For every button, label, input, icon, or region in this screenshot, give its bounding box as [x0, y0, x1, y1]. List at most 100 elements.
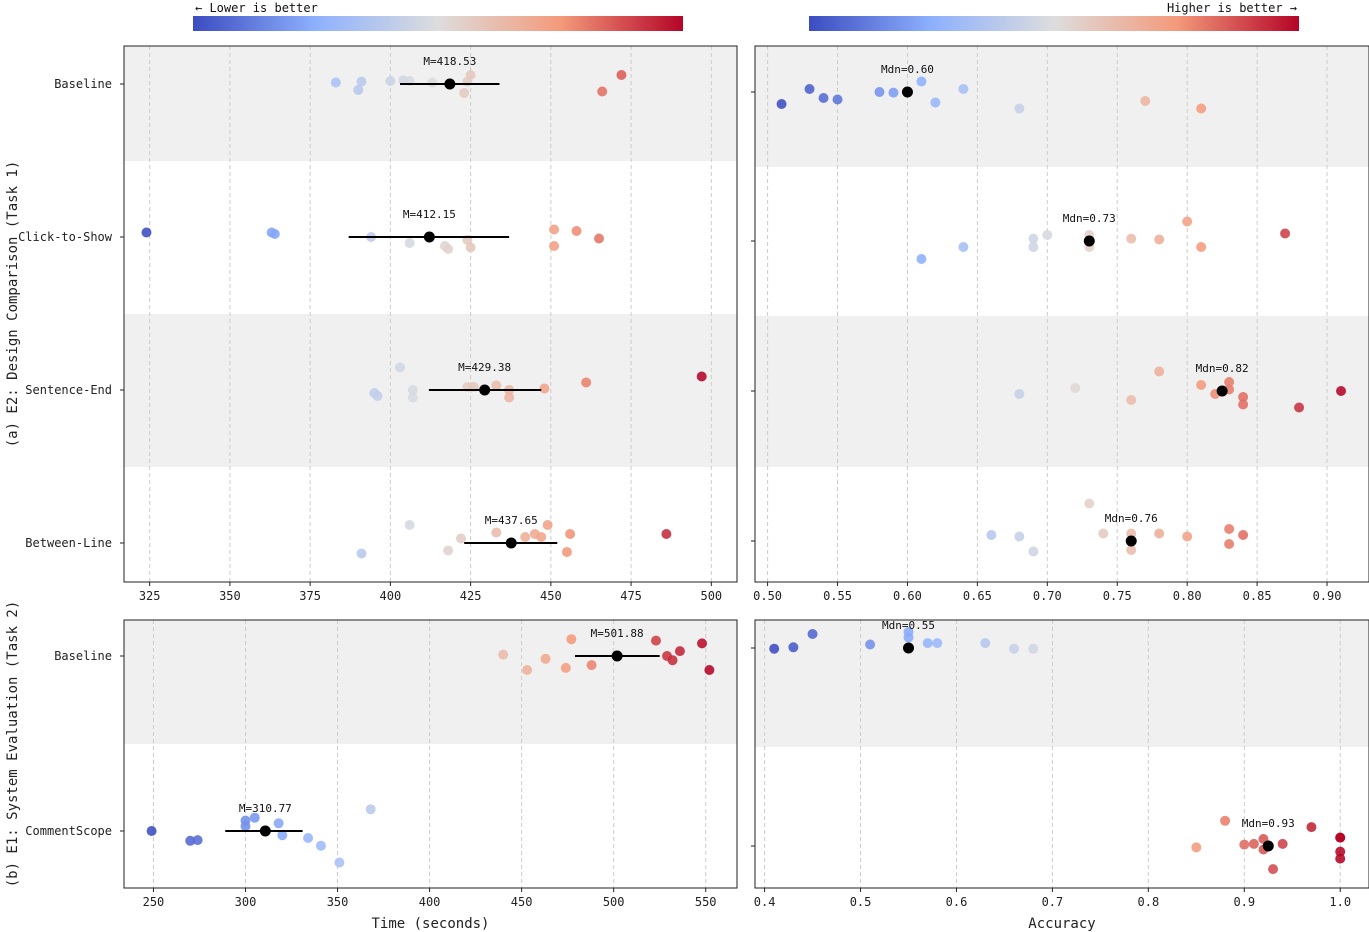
data-point: [1196, 242, 1207, 252]
data-point: [980, 638, 991, 649]
x-tick-label: 500: [603, 895, 625, 909]
data-point: [404, 238, 415, 248]
data-point: [581, 377, 592, 388]
x-tick-label: 0.60: [893, 589, 922, 603]
summary-marker: [1216, 385, 1228, 397]
data-point: [560, 662, 571, 673]
data-point: [1248, 838, 1259, 849]
data-point: [930, 97, 941, 108]
x-tick-label: 1.0: [1329, 895, 1351, 909]
summary-label: Mdn=0.93: [1242, 817, 1295, 830]
x-tick-label: 0.50: [753, 589, 782, 603]
data-point: [1335, 846, 1346, 857]
time-colorbar: [193, 16, 683, 31]
data-point: [1084, 498, 1095, 509]
data-point: [1294, 402, 1305, 413]
data-point: [520, 532, 531, 542]
summary-marker: [903, 642, 914, 654]
data-point: [769, 643, 780, 654]
data-point: [192, 835, 203, 846]
data-point: [986, 530, 997, 540]
data-point: [491, 527, 502, 538]
x-tick-label: 450: [511, 895, 533, 909]
data-point: [404, 520, 415, 530]
summary-label: M=418.53: [423, 55, 476, 68]
data-point: [1126, 545, 1137, 555]
x-tick-label: 0.5: [850, 895, 872, 909]
data-point: [1224, 539, 1235, 549]
data-point: [1014, 103, 1025, 114]
y-tick-label: Between-Line: [25, 536, 112, 550]
data-point: [1140, 96, 1151, 106]
data-point: [455, 533, 466, 544]
summary-marker: [444, 78, 456, 90]
data-point: [315, 840, 326, 851]
data-point: [498, 649, 509, 660]
data-point: [922, 638, 933, 649]
data-point: [372, 391, 383, 401]
data-point: [1028, 643, 1039, 654]
data-point: [549, 241, 560, 251]
data-point: [1154, 528, 1165, 539]
data-point: [874, 87, 885, 97]
x-tick-label: 500: [700, 589, 722, 603]
summary-marker: [1262, 840, 1274, 852]
data-point: [1191, 842, 1202, 853]
section-label-top: (a) E2: Design Comparison (Task 1): [5, 161, 21, 448]
x-tick-label: 350: [327, 895, 349, 909]
data-point: [1182, 531, 1193, 542]
data-point: [522, 665, 533, 675]
data-point: [1335, 853, 1346, 864]
data-point: [273, 818, 284, 829]
data-point: [1009, 643, 1020, 654]
data-point: [804, 84, 815, 94]
summary-label: M=412.15: [403, 208, 456, 221]
y-tick-label: Click-to-Show: [18, 230, 113, 244]
data-point: [916, 254, 927, 264]
row-band: [755, 620, 1369, 747]
summary-marker: [479, 384, 491, 396]
data-point: [818, 93, 829, 103]
data-point: [1238, 530, 1249, 540]
data-point: [903, 626, 914, 637]
summary-marker: [611, 650, 623, 662]
axes-frame: [754, 619, 1369, 889]
data-point: [407, 392, 418, 403]
data-point: [597, 86, 608, 97]
data-point: [542, 520, 553, 530]
time-colorbar-note: ← Lower is better: [195, 1, 318, 15]
data-point: [704, 665, 715, 675]
data-point: [146, 826, 157, 836]
axes-frame: [123, 619, 738, 889]
data-point: [504, 392, 515, 403]
x-tick-label: 325: [139, 589, 161, 603]
row-band: [124, 46, 737, 161]
data-point: [788, 642, 799, 653]
x-tick-label: 425: [460, 589, 482, 603]
data-point: [462, 76, 473, 87]
x-tick-label: 300: [235, 895, 257, 909]
summary-marker: [259, 825, 271, 837]
x-tick-label: 0.55: [823, 589, 852, 603]
data-point: [330, 77, 341, 88]
data-point: [586, 660, 597, 671]
data-point: [1224, 524, 1235, 534]
x-axis-label: Time (seconds): [371, 916, 489, 932]
data-point: [365, 804, 376, 815]
y-tick-label: Baseline: [54, 649, 112, 663]
summary-label: Mdn=0.82: [1196, 362, 1249, 375]
data-point: [1126, 233, 1137, 244]
data-point: [443, 545, 454, 556]
e2-accuracy-panel: 0.50 0.55 0.60 0.65 0.70 0.75 0.80 0.85 0.90 Mdn=…: [751, 45, 1369, 603]
x-tick-label: 0.70: [1033, 589, 1062, 603]
axes-frame: [754, 45, 1369, 583]
x-tick-label: 250: [143, 895, 165, 909]
data-point: [832, 94, 843, 105]
x-tick-label: 0.4: [754, 895, 776, 909]
data-point: [932, 638, 943, 649]
data-point: [240, 821, 251, 832]
summary-marker: [505, 537, 517, 549]
data-point: [674, 646, 685, 657]
e1-accuracy-panel: 0.4 0.5 0.6 0.7 0.8 0.9 1.0 Mdn=0.55 Mdn=0.93 Acc…: [751, 619, 1369, 932]
data-point: [427, 77, 438, 88]
